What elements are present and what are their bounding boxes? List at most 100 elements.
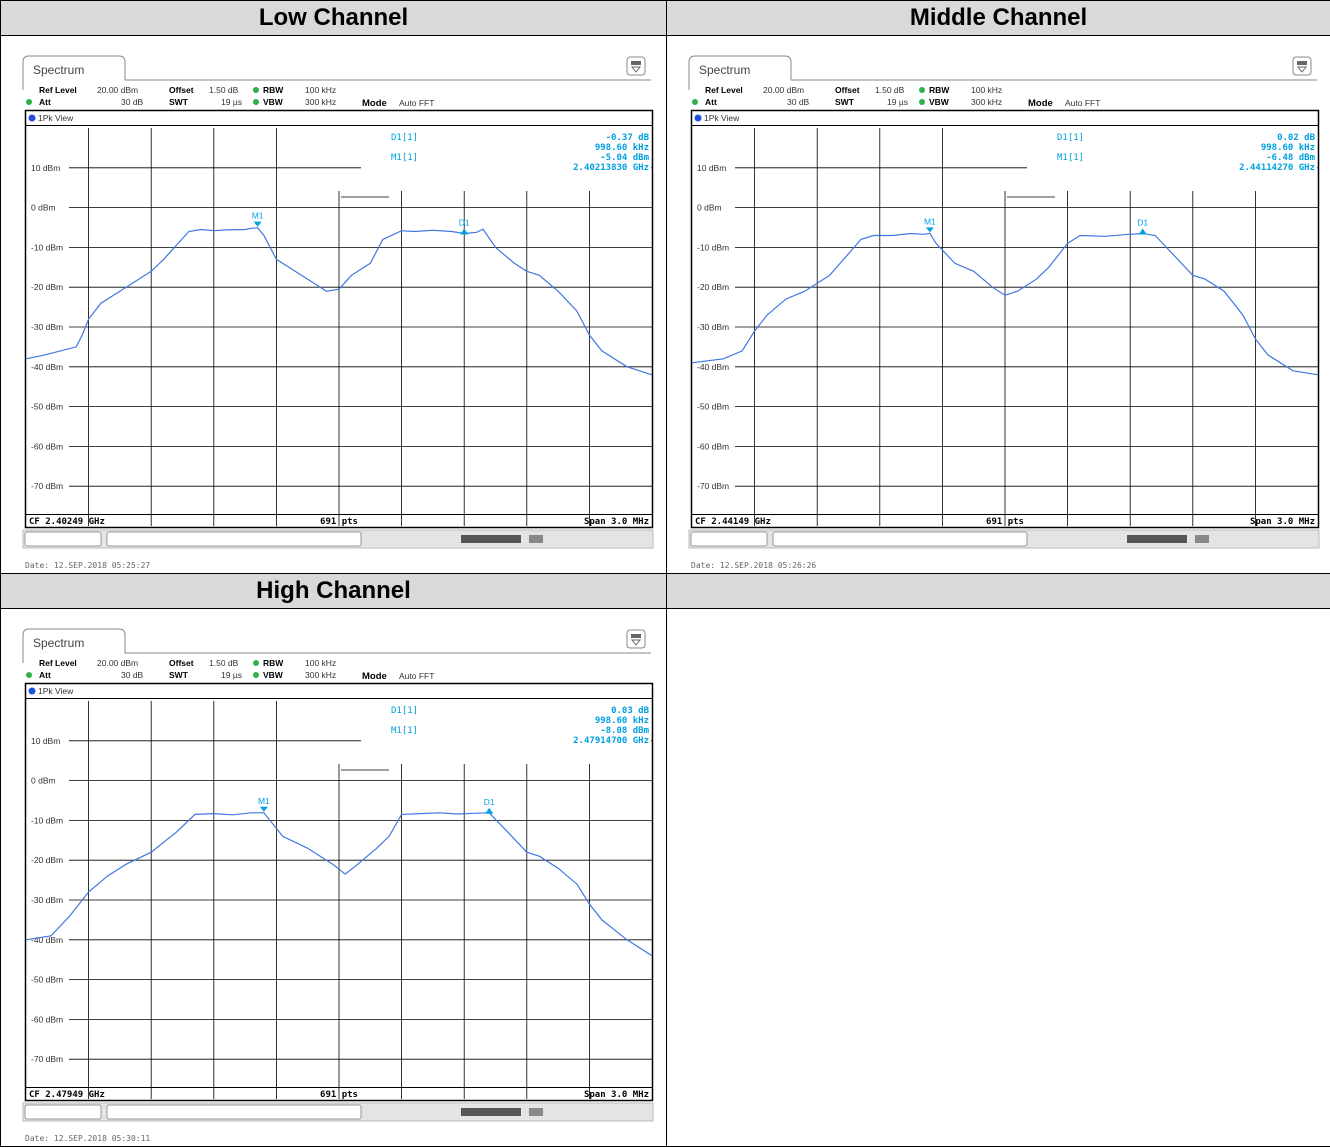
rbw-label: RBW bbox=[263, 658, 284, 668]
plot-cell-low: Spectrum Ref Level 20.00 dBm Offset 1.50 dB R… bbox=[0, 35, 667, 574]
readout-bg bbox=[1027, 130, 1317, 176]
spectrum-tab-outline bbox=[22, 628, 651, 663]
mode-value: Auto FFT bbox=[1065, 98, 1100, 108]
view-label: 1Pk View bbox=[38, 113, 74, 123]
marker-d1-triangle bbox=[485, 807, 494, 814]
marker-d1-label: D1 bbox=[484, 797, 495, 807]
d1-label: D1[1] bbox=[391, 706, 418, 716]
offset-value: 1.50 dB bbox=[875, 85, 905, 95]
y-tick-label: -10 dBm bbox=[697, 242, 729, 252]
y-tick-label: -20 dBm bbox=[31, 282, 63, 292]
offset-label: Offset bbox=[169, 658, 194, 668]
ref-level-label: Ref Level bbox=[39, 658, 77, 668]
marker-m1-triangle bbox=[253, 221, 262, 227]
marker-d1-label: D1 bbox=[1137, 217, 1148, 227]
ref-level-value: 20.00 dBm bbox=[97, 658, 138, 668]
span-value: Span 3.0 MHz bbox=[1250, 517, 1315, 527]
y-tick-label: 0 dBm bbox=[31, 776, 56, 786]
y-tick-label: -10 dBm bbox=[31, 242, 63, 252]
y-tick-label: 10 dBm bbox=[697, 163, 726, 173]
plot-grid bbox=[69, 128, 652, 526]
offset-value: 1.50 dB bbox=[209, 658, 239, 668]
settings-icon bbox=[626, 629, 646, 649]
status-field-2 bbox=[106, 531, 362, 547]
parameter-block: Ref Level 20.00 dBm Offset 1.50 dB RBW 100 kH… bbox=[692, 85, 1100, 109]
rbw-value: 100 kHz bbox=[971, 85, 1002, 95]
att-label: Att bbox=[39, 97, 51, 107]
ref-level-label: Ref Level bbox=[39, 85, 77, 95]
marker-m1-triangle bbox=[259, 806, 268, 812]
view-dot bbox=[694, 114, 702, 122]
y-tick-label: 0 dBm bbox=[697, 203, 722, 213]
y-tick-label: 0 dBm bbox=[31, 203, 56, 213]
view-label: 1Pk View bbox=[704, 113, 740, 123]
rbw-value: 100 kHz bbox=[305, 658, 336, 668]
y-tick-label: -60 dBm bbox=[31, 441, 63, 451]
spectrum-tab: Spectrum bbox=[22, 55, 651, 90]
offset-label: Offset bbox=[835, 85, 860, 95]
center-frequency: CF 2.44149 GHz bbox=[695, 517, 771, 527]
d1-value: 0.03 dB bbox=[611, 706, 650, 716]
status-indicator bbox=[529, 535, 543, 543]
points-count: 691 pts bbox=[320, 517, 358, 527]
att-dot bbox=[692, 99, 698, 105]
att-dot bbox=[26, 99, 32, 105]
m1-value: -8.08 dBm bbox=[600, 726, 649, 736]
y-tick-label: 10 dBm bbox=[31, 163, 60, 173]
swt-label: SWT bbox=[169, 97, 189, 107]
d1-label: D1[1] bbox=[1057, 133, 1084, 143]
readout-bg bbox=[361, 130, 651, 176]
y-tick-label: -50 dBm bbox=[31, 975, 63, 985]
plot-cell-empty bbox=[666, 608, 1330, 1147]
plot-grid bbox=[69, 701, 652, 1099]
y-tick-label: -70 dBm bbox=[31, 1054, 63, 1064]
m1-freq: 2.44114270 GHz bbox=[1239, 163, 1315, 173]
capture-date: Date: 12.SEP.2018 05:30:11 bbox=[25, 1134, 150, 1143]
y-tick-label: -70 dBm bbox=[697, 481, 729, 491]
status-field-2 bbox=[772, 531, 1028, 547]
status-progress bbox=[1127, 535, 1187, 543]
points-count: 691 pts bbox=[320, 1090, 358, 1100]
header-empty bbox=[666, 573, 1330, 609]
vbw-label: VBW bbox=[263, 670, 284, 680]
settings-icon-bar bbox=[631, 61, 641, 65]
d1-value: -0.37 dB bbox=[606, 133, 650, 143]
header-low-channel: Low Channel bbox=[0, 0, 667, 36]
d1-freq: 998.60 kHz bbox=[595, 143, 649, 153]
rbw-dot bbox=[919, 87, 925, 93]
vbw-value: 300 kHz bbox=[971, 97, 1002, 107]
status-progress bbox=[461, 1108, 521, 1116]
y-tick-label: 10 dBm bbox=[31, 736, 60, 746]
rbw-value: 100 kHz bbox=[305, 85, 336, 95]
m1-freq: 2.47914700 GHz bbox=[573, 736, 649, 746]
header-middle-channel: Middle Channel bbox=[666, 0, 1330, 36]
y-tick-label: -50 dBm bbox=[31, 402, 63, 412]
footer: CF 2.44149 GHz 691 pts Span 3.0 MHz bbox=[695, 517, 1315, 527]
m1-label: M1[1] bbox=[1057, 153, 1084, 163]
mode-label: Mode bbox=[362, 671, 387, 682]
settings-icon-chevron bbox=[630, 66, 642, 73]
spectrum-trace bbox=[25, 227, 653, 376]
status-indicator bbox=[1195, 535, 1209, 543]
m1-label: M1[1] bbox=[391, 153, 418, 163]
footer: CF 2.40249 GHz 691 pts Span 3.0 MHz bbox=[29, 517, 649, 527]
swt-value: 19 µs bbox=[221, 97, 242, 107]
center-frequency: CF 2.47949 GHz bbox=[29, 1090, 105, 1100]
ref-level-value: 20.00 dBm bbox=[97, 85, 138, 95]
vbw-label: VBW bbox=[929, 97, 950, 107]
settings-icon bbox=[626, 56, 646, 76]
y-tick-label: -50 dBm bbox=[697, 402, 729, 412]
y-tick-label: -30 dBm bbox=[697, 322, 729, 332]
att-label: Att bbox=[705, 97, 717, 107]
marker-d1-triangle bbox=[1138, 228, 1147, 235]
plot-cell-middle: Spectrum Ref Level 20.00 dBm Offset 1.50 dB R… bbox=[666, 35, 1330, 574]
view-dot bbox=[28, 687, 36, 695]
swt-label: SWT bbox=[835, 97, 855, 107]
status-indicator bbox=[529, 1108, 543, 1116]
capture-date: Date: 12.SEP.2018 05:25:27 bbox=[25, 561, 150, 570]
marker-m1-label: M1 bbox=[252, 211, 264, 221]
offset-label: Offset bbox=[169, 85, 194, 95]
